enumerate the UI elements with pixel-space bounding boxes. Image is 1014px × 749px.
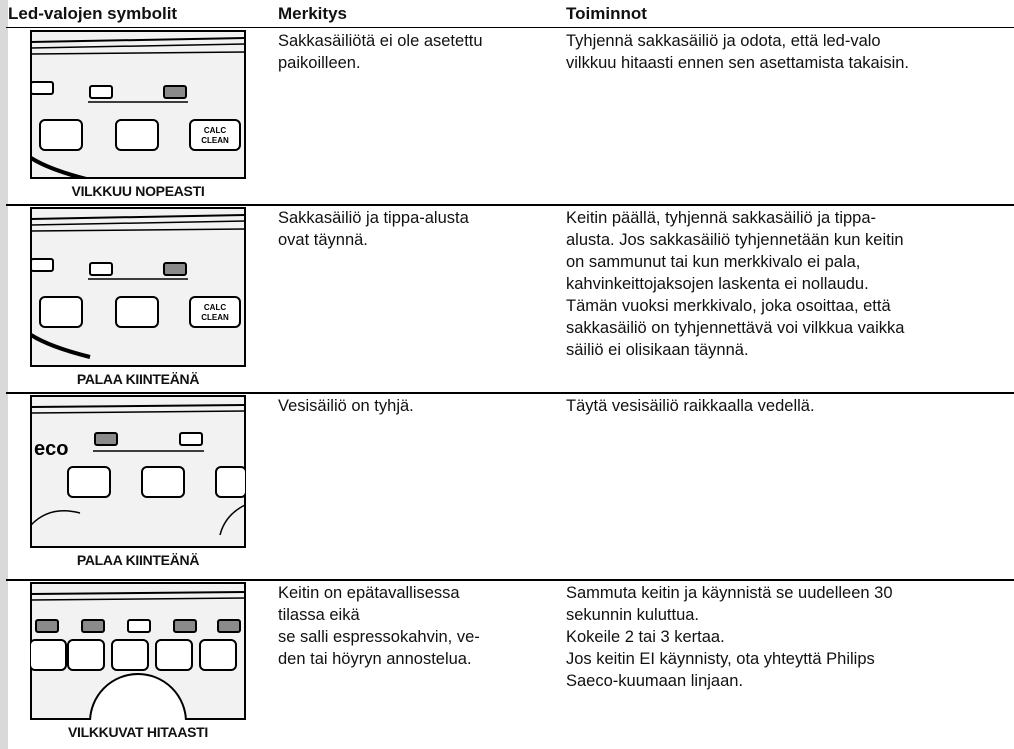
action-line: Täytä vesisäiliö raikkaalla vedellä. [566,397,815,415]
meaning-line: Keitin on epätavallisessa [278,584,460,602]
row-rule [6,204,1014,206]
panel-line [30,220,246,226]
button-label: CLEAN [201,313,229,322]
header-rule [6,27,1014,28]
side-strip [0,0,8,749]
meaning-line: se salli espressokahvin, ve- [278,628,480,646]
button [111,639,149,671]
panel-frame [30,207,246,367]
actions: Täytä vesisäiliö raikkaalla vedellä. [566,395,815,417]
actions: Keitin päällä, tyhjennä sakkasäiliö ja t… [566,207,904,361]
action-line: Tämän vuoksi merkkivalo, joka osoittaa, … [566,297,891,315]
action-line: vilkkuu hitaasti ennen sen asettamista t… [566,54,910,72]
action-line: sakkasäiliö on tyhjennettävä voi vilkkua… [566,319,905,337]
button [39,119,83,151]
action-line: Sammuta keitin ja käynnistä se uudelleen… [566,584,893,602]
led [30,258,54,272]
action-line: Jos keitin EI käynnisty, ota yhteyttä Ph… [566,650,875,668]
led [89,262,113,276]
action-line: sekunnin kuluttua. [566,606,700,624]
action-line: Saeco-kuumaan linjaan. [566,672,744,690]
row-rule [6,579,1014,581]
button [189,119,241,151]
meaning-line: Vesisäiliö on tyhjä. [278,397,414,415]
meaning-line: paikoilleen. [278,54,361,72]
led [217,619,241,633]
action-line: alusta. Jos sakkasäiliö tyhjennetään kun… [566,231,904,249]
meaning: Sakkasäiliötä ei ole asetettu paikoilleen… [278,30,483,74]
action-line: säiliö ei olisikaan täynnä. [566,341,749,359]
led [163,262,187,276]
meaning-line: tilassa eikä [278,606,360,624]
panel-line [30,591,246,595]
column-header: Toiminnot [566,4,647,23]
led [81,619,105,633]
meaning-line: Sakkasäiliö ja tippa-alusta [278,209,469,227]
meaning-line: ovat täynnä. [278,231,368,249]
button [215,466,246,498]
action-line: Keitin päällä, tyhjennä sakkasäiliö ja t… [566,209,877,227]
led [89,85,113,99]
action-line: on sammunut tai kun merkkivalo ei pala, [566,253,861,271]
panel-line [30,51,246,55]
column-header: Merkitys [278,4,347,23]
button [155,639,193,671]
meaning-line: den tai höyryn annostelua. [278,650,472,668]
panel-line [30,404,246,408]
column-header: Led-valojen symbolit [8,4,178,23]
dial [30,504,246,536]
led [163,85,187,99]
meaning-line: Sakkasäiliötä ei ole asetettu [278,32,483,50]
led-state: PALAA KIINTEÄNÄ [76,371,200,387]
button-label: CLEAN [201,136,229,145]
button [67,466,111,498]
led [35,619,59,633]
button-label: CALC [204,126,226,135]
led-state: PALAA KIINTEÄNÄ [76,552,200,568]
led [173,619,197,633]
actions: Sammuta keitin ja käynnistä se uudelleen… [566,582,893,692]
dial [30,156,91,179]
action-line: kahvinkeittojaksojen laskenta ei nollaud… [566,275,869,293]
panel-line [30,37,246,43]
meaning: Vesisäiliö on tyhjä. [278,395,414,417]
action-line: Tyhjennä sakkasäiliö ja odota, että led-… [566,32,881,50]
button [30,639,67,671]
button [189,296,241,328]
action-line: Kokeile 2 tai 3 kertaa. [566,628,725,646]
led [127,619,151,633]
actions: Tyhjennä sakkasäiliö ja odota, että led-… [566,30,909,74]
brand: eco [34,438,68,460]
panel-line [30,43,246,49]
button [141,466,185,498]
button [67,639,105,671]
panel-frame [30,395,246,548]
button [39,296,83,328]
panel-illustration: eco [30,395,246,548]
button [115,296,159,328]
led [94,432,118,446]
meaning: Keitin on epätavallisessa tilassa eikä se … [278,582,480,670]
panel-line [30,597,246,601]
row-rule [6,392,1014,394]
button [115,119,159,151]
dial [30,333,91,359]
panel-line [30,214,246,220]
panel-line [30,410,246,414]
panel-illustration [30,582,246,720]
button [199,639,237,671]
panel-frame [30,30,246,179]
meaning: Sakkasäiliö ja tippa-alusta ovat täynnä. [278,207,469,251]
panel-line [30,228,246,232]
button-label: CALC [204,303,226,312]
led [179,432,203,446]
led-state: VILKKUU NOPEASTI [71,183,205,199]
dial [89,673,187,720]
led [30,81,54,95]
led-state: VILKKUVAT HITAASTI [67,724,209,740]
